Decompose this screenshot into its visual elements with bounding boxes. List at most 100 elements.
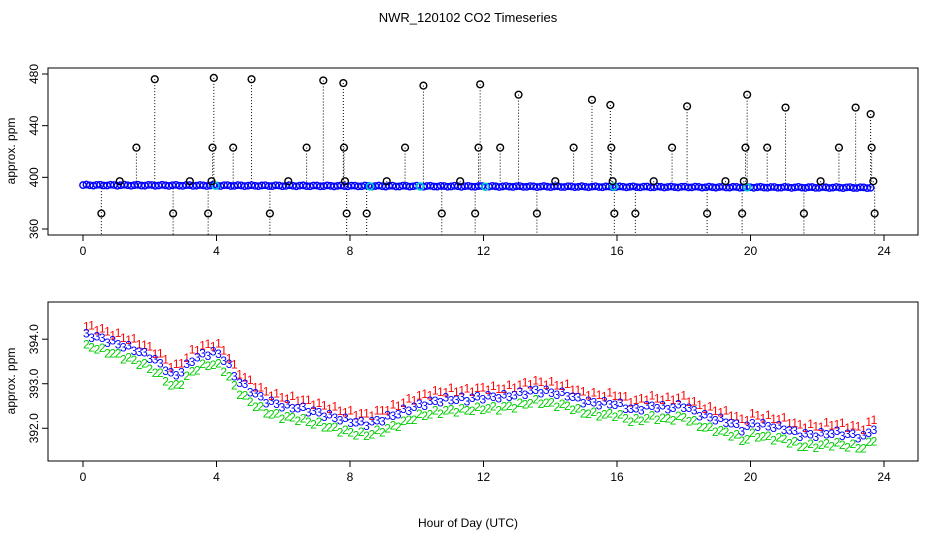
series-2-point: 2 (109, 347, 116, 361)
series-1-point: 1 (342, 405, 349, 419)
spike-point (247, 75, 256, 84)
series-2-point: 2 (94, 343, 101, 357)
series-2-point: 2 (131, 353, 138, 367)
spike-point (741, 143, 750, 152)
baseline-point (863, 184, 872, 193)
series-3-point: 3 (157, 356, 164, 370)
series-2-point: 2 (760, 429, 767, 443)
series-3-point: 3 (733, 417, 740, 431)
series-3-point: 3 (294, 401, 301, 415)
series-3-point: 3 (421, 399, 428, 413)
series-3-point: 3 (696, 410, 703, 424)
series-1-point: 1 (358, 407, 365, 421)
series-3-point: 3 (279, 400, 286, 414)
series-1-point: 1 (263, 385, 270, 399)
spike-point (649, 177, 658, 186)
series-1-point: 1 (712, 404, 719, 418)
series-1-point: 1 (115, 326, 122, 340)
series-1-point: 1 (395, 399, 402, 413)
series-1-point: 1 (495, 382, 502, 396)
series-2-point: 2 (379, 426, 386, 440)
series-2-point: 2 (347, 425, 354, 439)
series-3-point: 3 (871, 423, 878, 437)
series-1-point: 1 (781, 410, 788, 424)
bottom-x-tick-label: 0 (80, 470, 87, 484)
series-3-point: 3 (152, 353, 159, 367)
spike-point (340, 177, 350, 186)
series-3-point: 3 (506, 390, 513, 404)
series-1-point: 1 (104, 324, 111, 338)
series-2-point: 2 (194, 363, 201, 377)
series-1-point: 1 (236, 367, 243, 381)
series-2-point: 2 (569, 403, 576, 417)
series-2-point: 2 (865, 435, 872, 449)
series-3-point: 3 (215, 347, 222, 361)
series-2-point: 2 (289, 410, 296, 424)
series-2-point: 2 (606, 407, 613, 421)
series-2-point: 2 (828, 439, 835, 453)
series-3-point: 3 (649, 399, 656, 413)
series-1-point: 1 (405, 391, 412, 405)
series-2-point: 2 (125, 351, 132, 365)
series-1-point: 1 (474, 381, 481, 395)
bottom-series-3: 3333333333333333333333333333333333333333… (83, 326, 878, 445)
series-1-point: 1 (543, 378, 550, 392)
series-1-point: 1 (575, 383, 582, 397)
series-1-point: 1 (437, 385, 444, 399)
series-2-point: 2 (807, 437, 814, 451)
series-1-point: 1 (368, 409, 375, 423)
series-1-point: 1 (157, 347, 164, 361)
series-2-point: 2 (617, 408, 624, 422)
series-2-point: 2 (522, 397, 529, 411)
series-1-point: 1 (807, 417, 814, 431)
bottom-x-tick-label: 12 (477, 470, 491, 484)
series-2-point: 2 (495, 403, 502, 417)
bottom-x-axis: 0 4 8 12 16 20 24 (80, 460, 891, 484)
series-3-point: 3 (834, 424, 841, 438)
spike-point (781, 103, 790, 112)
series-1-point: 1 (337, 404, 344, 418)
series-1-point: 1 (765, 408, 772, 422)
top-y-axis: 360 400 440 480 (27, 64, 49, 239)
series-2-point: 2 (146, 362, 153, 376)
series-2-point: 2 (638, 414, 645, 428)
series-3-point: 3 (712, 413, 719, 427)
series-2-point: 2 (215, 356, 222, 370)
series-3-point: 3 (99, 331, 106, 345)
bottom-x-tick-label: 20 (744, 470, 758, 484)
series-2-point: 2 (353, 428, 360, 442)
series-3-point: 3 (728, 416, 735, 430)
series-1-point: 1 (707, 399, 714, 413)
spike-point (703, 209, 712, 218)
series-3-point: 3 (564, 390, 571, 404)
series-3-point: 3 (125, 338, 132, 352)
spike-point (851, 103, 860, 112)
series-2-point: 2 (532, 393, 539, 407)
series-3-point: 3 (723, 416, 730, 430)
series-3-point: 3 (807, 428, 814, 442)
series-3-point: 3 (437, 395, 444, 409)
series-2-point: 2 (99, 341, 106, 355)
series-2-point: 2 (844, 440, 851, 454)
spike-point (185, 177, 194, 186)
series-3-point: 3 (543, 383, 550, 397)
series-1-point: 1 (770, 412, 777, 426)
series-1-point: 1 (442, 385, 449, 399)
series-1-point: 1 (189, 343, 196, 357)
series-3-point: 3 (643, 398, 650, 412)
series-2-point: 2 (622, 411, 629, 425)
series-2-point: 2 (680, 410, 687, 424)
series-2-point: 2 (183, 369, 190, 383)
series-1-point: 1 (823, 416, 830, 430)
series-1-point: 1 (94, 323, 101, 337)
spike-point (551, 177, 560, 186)
top-y-tick-label: 360 (27, 219, 41, 239)
series-1-point: 1 (654, 391, 661, 405)
top-x-tick-label: 24 (877, 244, 891, 258)
series-1-point: 1 (252, 380, 259, 394)
series-2-point: 2 (527, 397, 534, 411)
spike-point (132, 143, 141, 152)
series-3-point: 3 (691, 403, 698, 417)
series-3-point: 3 (527, 383, 534, 397)
series-2-point: 2 (432, 403, 439, 417)
